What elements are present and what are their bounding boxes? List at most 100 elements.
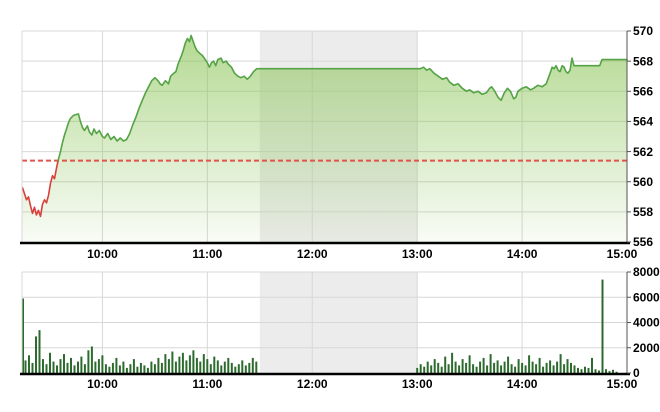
volume-bar [573, 365, 576, 373]
volume-bar [440, 366, 443, 373]
volume-bar [28, 355, 30, 373]
volume-bar [416, 367, 419, 373]
volume-bar [601, 279, 604, 373]
volume-bar [136, 366, 139, 373]
volume-plot-area[interactable] [22, 272, 627, 373]
volume-bar [59, 359, 62, 373]
volume-bar [556, 361, 559, 373]
volume-bar [251, 357, 254, 373]
volume-bar [563, 364, 566, 373]
y-tick-label: 558 [633, 205, 653, 219]
volume-bar [430, 365, 433, 373]
volume-bar [35, 336, 37, 373]
volume-bar [489, 354, 492, 373]
volume-bar [230, 362, 233, 373]
volume-bar [580, 369, 583, 373]
volume-bar [101, 355, 104, 373]
volume-bar [129, 364, 132, 373]
volume-bar [38, 330, 41, 373]
volume-bar [104, 364, 107, 373]
volume-bar [122, 361, 125, 373]
volume-bar [63, 354, 65, 373]
volume-bar [139, 362, 142, 373]
volume-x-axis-labels: 10:00 11:00 12:00 13:00 14:00 15:00 [87, 377, 638, 391]
volume-bar [577, 367, 579, 373]
volume-bar [45, 364, 48, 373]
volume-bar [227, 357, 230, 373]
volume-bar [132, 359, 135, 373]
volume-bar [244, 365, 247, 373]
x-tick-label: 12:00 [297, 247, 328, 261]
price-plot-area[interactable] [22, 31, 627, 242]
volume-bar [496, 360, 499, 373]
y-tick-label: 566 [633, 84, 653, 98]
volume-bar [552, 365, 555, 373]
volume-bar [594, 369, 597, 373]
volume-bar [83, 364, 86, 373]
volume-bar [213, 356, 216, 373]
volume-bar [451, 352, 454, 373]
volume-bar [181, 352, 184, 373]
volume-bar [545, 362, 548, 373]
volume-bars [22, 279, 618, 373]
volume-bar [94, 361, 97, 373]
volume-bar [472, 364, 475, 373]
volume-bar [528, 355, 531, 373]
volume-bar [521, 362, 524, 373]
volume-bar [559, 354, 562, 373]
volume-bar [195, 357, 198, 373]
x-tick-label: 13:00 [402, 377, 433, 391]
volume-bar [507, 356, 510, 373]
volume-bar [146, 367, 149, 373]
x-tick-label: 15:00 [607, 377, 638, 391]
x-tick-label: 10:00 [87, 377, 118, 391]
volume-bar [598, 370, 600, 373]
y-tick-label: 562 [633, 145, 653, 159]
volume-bar [185, 360, 188, 373]
volume-bar [433, 359, 436, 373]
volume-bar [517, 359, 520, 373]
volume-bar [167, 359, 170, 373]
volume-bar [160, 362, 163, 373]
x-tick-label: 15:00 [607, 247, 638, 261]
volume-bar [591, 357, 593, 373]
volume-y-axis-labels: 8000 6000 4000 2000 0 [627, 265, 660, 380]
x-tick-label: 13:00 [402, 247, 433, 261]
x-tick-label: 11:00 [192, 247, 222, 261]
volume-bar [118, 365, 121, 373]
volume-bar [510, 364, 513, 373]
volume-bar [115, 357, 118, 373]
volume-bar [605, 369, 607, 373]
x-tick-label: 12:00 [297, 377, 328, 391]
volume-bar [500, 365, 503, 373]
volume-bar [531, 361, 534, 373]
volume-bar [192, 350, 195, 373]
volume-bar [111, 362, 114, 373]
volume-bar [108, 366, 111, 373]
y-tick-label: 568 [633, 54, 653, 68]
volume-bar [66, 362, 69, 373]
volume-bar [174, 361, 177, 373]
volume-bar [584, 366, 586, 373]
volume-bar [608, 371, 611, 373]
volume-bar [615, 371, 618, 373]
volume-bar [461, 359, 464, 373]
volume-bar [524, 365, 527, 373]
volume-bar [542, 366, 545, 373]
y-tick-label: 2000 [633, 341, 660, 355]
volume-bar [49, 352, 51, 373]
x-tick-label: 10:00 [87, 247, 118, 261]
y-tick-label: 570 [633, 24, 653, 38]
volume-bar [188, 355, 191, 373]
volume-bar [549, 360, 552, 373]
volume-bar [42, 359, 44, 373]
volume-bar [80, 356, 83, 373]
volume-bar [150, 361, 153, 373]
x-tick-label: 11:00 [192, 377, 222, 391]
volume-bar [454, 361, 457, 373]
price-line-below-ref [21, 159, 59, 218]
volume-bar [482, 357, 485, 373]
volume-bar [237, 364, 240, 373]
volume-bar [241, 360, 244, 373]
